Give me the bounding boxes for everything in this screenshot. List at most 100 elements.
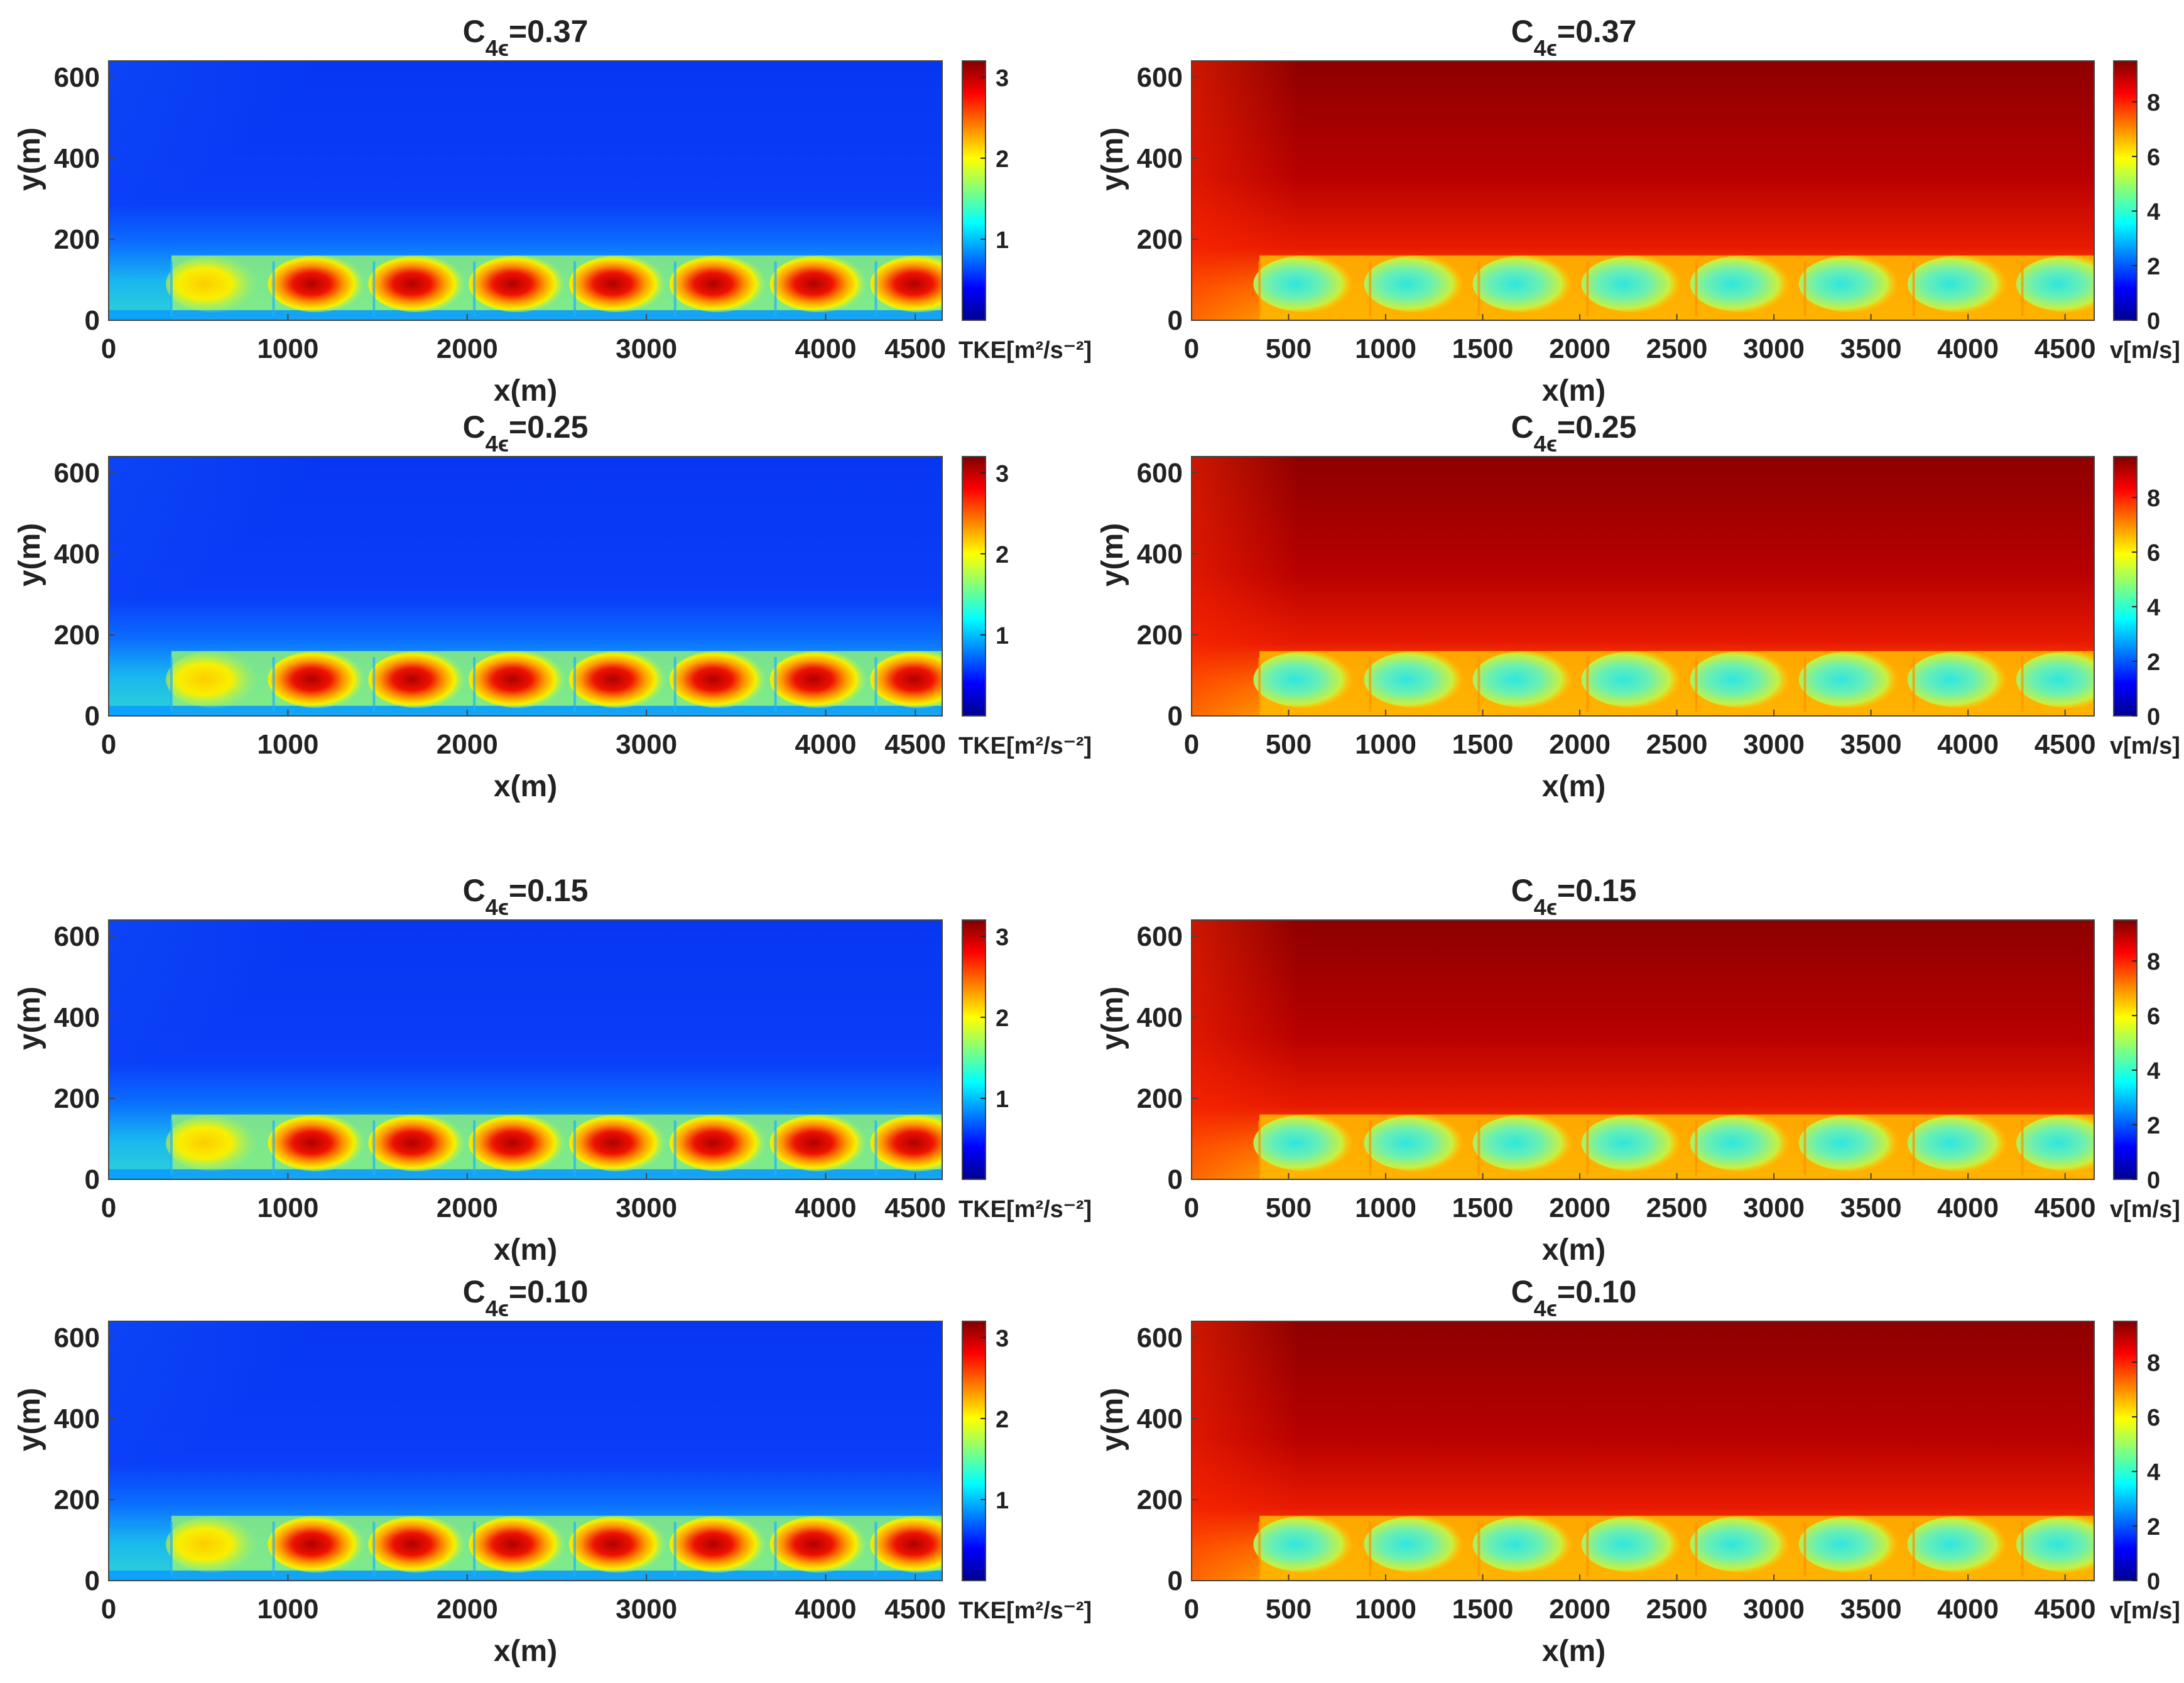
panel-tke-1: 0 1000 2000 3000 4000 4500 0 200 400 600 x(m) y(m) C… (13, 14, 1092, 408)
turbine-wake (769, 255, 867, 313)
x-tick-label: 1500 (1452, 333, 1514, 364)
x-tick-label: 4000 (1937, 729, 1999, 760)
x-tick-label: 4500 (2035, 333, 2096, 364)
turbine-wake (1581, 1114, 1687, 1172)
ground-layer (109, 705, 942, 716)
y-tick-label: 200 (54, 1485, 100, 1515)
turbine-wake (870, 1515, 942, 1573)
x-tick-label: 2500 (1646, 1193, 1708, 1223)
turbine-wake (870, 1114, 942, 1172)
y-tick-label: 400 (1137, 1002, 1183, 1033)
colorbar-tick-label: 2 (996, 1005, 1009, 1032)
colorbar-label: v[m/s] (2110, 337, 2180, 364)
title-value: =0.15 (1557, 873, 1637, 908)
y-tick-label: 200 (1137, 1083, 1183, 1114)
y-axis-label: y(m) (13, 127, 46, 191)
y-axis-label: y(m) (13, 523, 46, 587)
y-tick-label: 600 (1137, 62, 1183, 93)
panel-title: C4ϵ=0.15 (1511, 873, 1637, 920)
plot-frame (1191, 456, 2095, 717)
panel-title: C4ϵ=0.37 (1511, 14, 1637, 61)
colorbar-tick-label: 6 (2147, 1405, 2160, 1431)
colorbar-tick-label: 1 (996, 1488, 1009, 1514)
y-tick-label: 600 (54, 458, 100, 489)
plot-frame (108, 919, 943, 1180)
x-axis-label: x(m) (494, 770, 557, 803)
heatmap-inflow-shading (109, 61, 401, 295)
turbine-wake (1907, 1114, 2013, 1172)
x-tick-label: 500 (1266, 333, 1312, 364)
turbine-wake (669, 651, 767, 708)
turbine-wake (1798, 255, 1904, 313)
y-tick-label: 400 (54, 539, 100, 570)
plot-frame (1191, 60, 2095, 321)
turbine-wake (769, 1114, 867, 1172)
colorbar (2113, 919, 2138, 1180)
y-tick-label: 200 (1137, 1485, 1183, 1515)
colorbar-tick-label: 4 (2147, 1459, 2160, 1486)
turbine-wake (1253, 1114, 1359, 1172)
x-tick-label: 4500 (884, 1193, 946, 1223)
y-tick-label: 0 (1168, 305, 1183, 336)
turbine-wake (2016, 1114, 2094, 1172)
colorbar-tick-label: 0 (2147, 308, 2160, 335)
heatmap-field (1192, 457, 2094, 716)
x-axis-label: x(m) (1542, 1635, 1605, 1668)
colorbar-tick-label: 1 (996, 1086, 1009, 1113)
y-tick-label: 400 (54, 143, 100, 174)
turbine-wake (569, 651, 666, 708)
heatmap-field (1192, 61, 2094, 320)
x-tick-label: 3000 (1743, 1594, 1805, 1625)
panel-title: C4ϵ=0.37 (463, 14, 589, 61)
heatmap-inflow-shading (109, 457, 401, 690)
panel-title: C4ϵ=0.15 (463, 873, 589, 920)
x-tick-label: 4500 (884, 1594, 946, 1625)
y-tick-label: 0 (85, 1164, 100, 1195)
title-subscript: 4ϵ (1534, 431, 1557, 457)
turbine-wake (1472, 255, 1578, 313)
y-tick-label: 400 (1137, 143, 1183, 174)
turbine-wake (469, 255, 566, 313)
colorbar-tick-label: 4 (2147, 199, 2160, 225)
turbine-wake (669, 1114, 767, 1172)
x-tick-label: 3000 (1743, 1193, 1805, 1223)
colorbar-tick-label: 6 (2147, 144, 2160, 171)
title-main: C (463, 873, 486, 908)
x-axis-label: x(m) (494, 374, 557, 408)
y-tick-label: 600 (54, 921, 100, 952)
title-value: =0.10 (509, 1274, 589, 1309)
title-subscript: 4ϵ (1534, 1296, 1557, 1321)
colorbar-tick-label: 3 (996, 65, 1009, 92)
colorbar-tick-label: 1 (996, 623, 1009, 649)
turbine-wake (165, 255, 263, 313)
turbine-wake (469, 1515, 566, 1573)
heatmap-field (109, 920, 942, 1179)
x-tick-label: 3000 (616, 1594, 677, 1625)
heatmap-field (1192, 920, 2094, 1179)
title-main: C (1511, 873, 1534, 908)
turbine-wake (769, 651, 867, 708)
x-tick-label: 1500 (1452, 729, 1514, 760)
y-tick-label: 600 (1137, 921, 1183, 952)
colorbar-tick-label: 4 (2147, 595, 2160, 621)
colorbar-label: v[m/s] (2110, 733, 2180, 759)
turbine-wake (1907, 651, 2013, 708)
turbine-wake (268, 1114, 366, 1172)
y-axis-label: y(m) (1096, 127, 1129, 191)
x-tick-label: 0 (101, 729, 116, 760)
turbine-wake (1690, 651, 1796, 708)
turbine-wake (1798, 1114, 1904, 1172)
panel-velocity-4: 0 500 1000 1500 2000 2500 3000 3500 4000 45000200… (1096, 1274, 2180, 1668)
turbine-wake (1253, 255, 1359, 313)
x-tick-label: 3500 (1840, 333, 1902, 364)
turbine-wake (1690, 1515, 1796, 1573)
turbine-wake (569, 1515, 666, 1573)
turbine-wake (870, 651, 942, 708)
colorbar-tick-label: 2 (2147, 649, 2160, 676)
y-tick-label: 600 (54, 62, 100, 93)
turbine-wake (669, 1515, 767, 1573)
y-tick-label: 0 (85, 701, 100, 732)
colorbar (2113, 1321, 2138, 1581)
title-main: C (463, 409, 486, 445)
